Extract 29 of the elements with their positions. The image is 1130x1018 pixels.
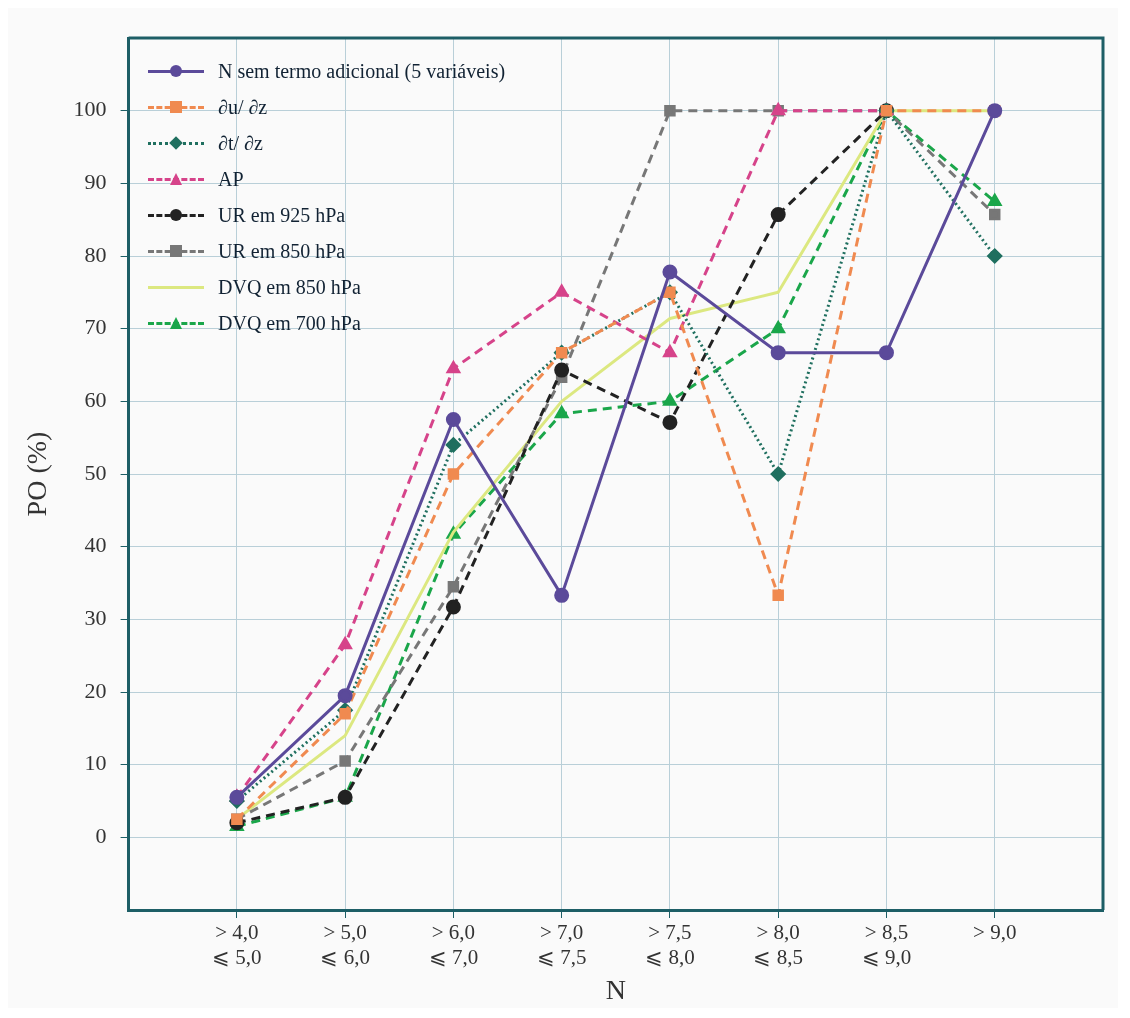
y-tick-label: 0 (95, 823, 107, 849)
x-axis-title: N (605, 973, 626, 1005)
legend-label: ∂u/ ∂z (218, 95, 268, 119)
y-tick-label: 60 (84, 387, 107, 413)
x-tick-label: > 7,5 ⩽ 8,0 (645, 920, 695, 970)
y-tick-label: 90 (84, 169, 107, 195)
y-tick-label: 70 (84, 314, 107, 340)
y-tick-label: 50 (84, 459, 107, 485)
y-tick-label: 40 (84, 532, 107, 558)
x-tick-label: > 7,0 ⩽ 7,5 (536, 920, 587, 970)
legend-label: UR em 925 hPa (218, 203, 346, 227)
x-tick-label: > 6,0 ⩽ 7,0 (428, 920, 479, 970)
legend-label: DVQ em 850 hPa (218, 275, 361, 299)
y-axis-title: PO (%) (21, 431, 53, 517)
y-tick-label: 100 (73, 96, 107, 122)
legend-label: N sem termo adicional (5 variáveis) (218, 59, 506, 83)
y-tick-label: 80 (84, 241, 107, 267)
x-tick-label: > 9,0 (973, 920, 1017, 945)
y-tick-label: 30 (84, 605, 107, 631)
x-tick-label: > 5,0 ⩽ 6,0 (320, 920, 370, 970)
x-tick-label: > 4,0 ⩽ 5,0 (212, 920, 262, 970)
legend-label: ∂t/ ∂z (218, 131, 263, 155)
x-tick-label: > 8,0 ⩽ 8,5 (753, 920, 803, 970)
y-tick-label: 20 (84, 677, 107, 703)
legend-label: DVQ em 700 hPa (218, 311, 361, 335)
legend-label: UR em 850 hPa (218, 239, 346, 263)
x-tick-label: > 8,5 ⩽ 9,0 (861, 920, 912, 970)
y-tick-label: 10 (84, 750, 107, 776)
legend-label: AP (218, 167, 244, 191)
